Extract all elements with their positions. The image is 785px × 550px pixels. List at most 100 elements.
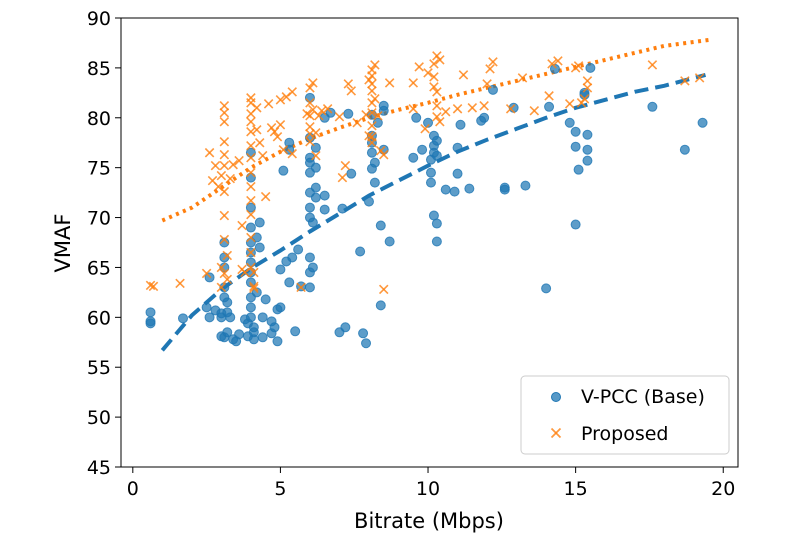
vpcc-point — [408, 152, 419, 163]
proposed-point — [482, 79, 492, 89]
proposed-point — [432, 112, 442, 122]
vpcc-point — [582, 129, 593, 140]
proposed-point — [440, 107, 451, 117]
vpcc-point — [378, 100, 389, 111]
vpcc-point — [284, 277, 295, 288]
y-tick-label: 90 — [87, 8, 111, 30]
vpcc-point — [248, 322, 259, 333]
vpcc-point — [248, 334, 259, 345]
x-axis-label: Bitrate (Mbps) — [354, 509, 504, 533]
vpcc-point — [234, 329, 245, 340]
proposed-point — [246, 247, 256, 258]
proposed-point — [305, 83, 315, 93]
proposed-point — [429, 72, 439, 82]
vpcc-point — [260, 294, 271, 305]
proposed-point — [316, 106, 327, 116]
vpcc-point — [564, 117, 575, 128]
vpcc-point — [272, 336, 283, 347]
proposed-point — [467, 103, 478, 113]
vpcc-point — [304, 92, 315, 103]
vpcc-point — [293, 244, 304, 255]
proposed-point — [408, 104, 419, 114]
vpcc-point — [425, 167, 436, 178]
proposed-point — [343, 79, 354, 89]
vpcc-point — [245, 302, 256, 313]
vpcc-point — [372, 117, 383, 128]
x-tick-label: 0 — [127, 478, 139, 500]
vpcc-point — [452, 168, 463, 179]
proposed-point — [246, 209, 256, 220]
proposed-point — [272, 131, 283, 142]
vpcc-point — [570, 219, 581, 230]
vpcc-point — [310, 162, 321, 173]
proposed-point — [694, 73, 705, 83]
proposed-point — [367, 137, 377, 148]
proposed-point — [346, 86, 357, 96]
proposed-point — [246, 262, 256, 273]
proposed-point — [287, 87, 297, 97]
vpcc-point — [337, 203, 348, 214]
vpcc-point — [361, 338, 372, 349]
proposed-point — [529, 106, 540, 116]
vpcc-point — [245, 257, 256, 268]
y-tick-label: 55 — [87, 357, 111, 379]
proposed-point — [311, 150, 321, 161]
vpcc-point — [431, 150, 442, 161]
vpcc-point — [307, 262, 318, 273]
vpcc-point — [585, 62, 596, 73]
proposed-point — [547, 59, 557, 69]
proposed-point — [373, 111, 383, 121]
proposed-point — [579, 94, 590, 104]
vpcc-point — [582, 144, 593, 155]
proposed-point — [370, 60, 380, 70]
proposed-point — [246, 181, 256, 192]
vpcc-point — [366, 147, 377, 158]
proposed-point — [275, 95, 286, 105]
plot-frame — [120, 17, 739, 468]
proposed-point — [458, 70, 469, 80]
proposed-point — [246, 195, 256, 206]
vpcc-point — [579, 87, 590, 98]
vpcc-point — [455, 119, 466, 130]
vpcc-point — [582, 155, 593, 166]
proposed-point — [252, 124, 262, 135]
proposed-point — [429, 82, 439, 92]
vpcc-point — [307, 217, 318, 228]
vpcc-point — [319, 204, 330, 215]
proposed-point — [582, 83, 593, 93]
proposed-point — [352, 118, 362, 128]
vpcc-point — [431, 236, 442, 247]
legend-label-vpcc: V-PCC (Base) — [581, 386, 705, 408]
vpcc-point — [319, 190, 330, 201]
proposed-point — [311, 127, 321, 138]
vpcc-point — [278, 165, 289, 176]
x-axis-ticks: 0 5 10 15 20 — [127, 467, 735, 500]
y-tick-label: 60 — [87, 307, 111, 329]
vpcc-point — [290, 326, 301, 337]
y-tick-label: 70 — [87, 208, 111, 230]
proposed-point — [219, 149, 230, 160]
y-tick-label: 50 — [87, 407, 111, 429]
vpcc-point — [245, 202, 256, 213]
y-tick-label: 80 — [87, 108, 111, 130]
vpcc-point — [411, 112, 422, 123]
y-tick-label: 45 — [87, 457, 111, 479]
vpcc-point — [204, 312, 215, 323]
vpcc-point — [275, 264, 286, 275]
proposed-point — [296, 282, 306, 293]
vpcc-point — [452, 142, 463, 153]
proposed-point — [278, 144, 289, 155]
vpcc-point — [573, 164, 584, 175]
proposed-point — [225, 173, 235, 184]
vpcc-point — [145, 307, 156, 318]
proposed-point — [260, 191, 271, 202]
proposed-point — [573, 61, 584, 71]
vpcc-point — [417, 144, 428, 155]
proposed-point — [305, 98, 315, 108]
proposed-point — [234, 155, 244, 166]
proposed-point — [361, 110, 371, 120]
x-tick-label: 5 — [274, 478, 286, 500]
proposed-fit-curve — [161, 38, 709, 223]
vpcc-point — [310, 182, 321, 193]
vpcc-point — [275, 302, 286, 313]
